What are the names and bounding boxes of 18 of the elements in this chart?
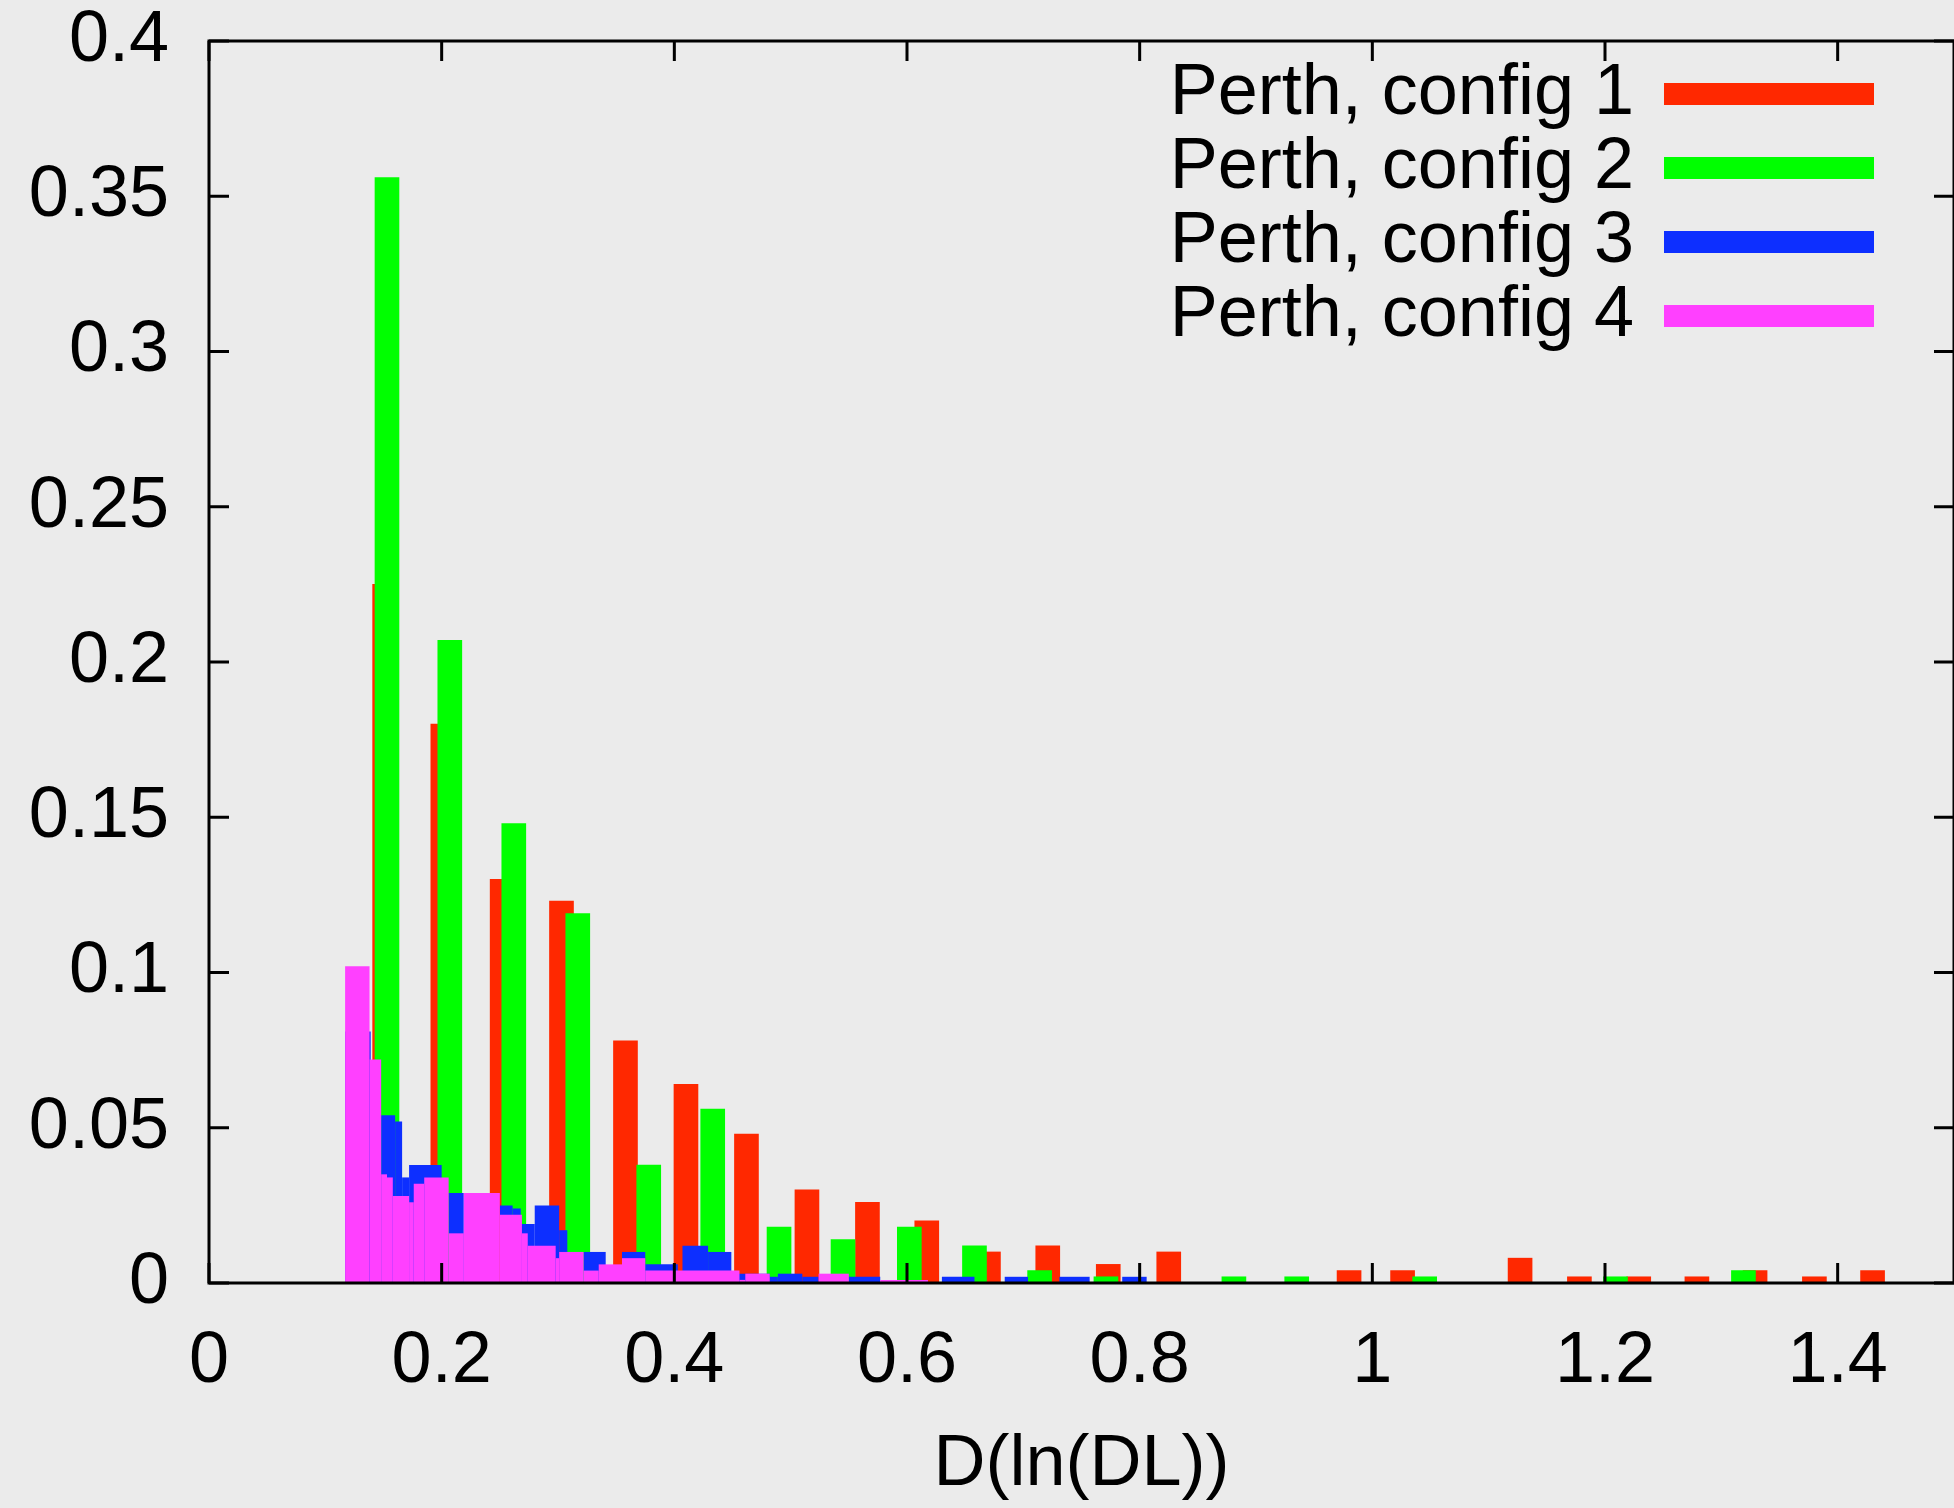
y-tick-label: 0 (128, 1237, 169, 1318)
y-tick-label: 0.4 (68, 0, 169, 76)
x-tick-label: 0.4 (624, 1317, 725, 1398)
x-tick-label: 0.6 (856, 1317, 958, 1398)
y-tick-label: 0.15 (28, 772, 169, 853)
x-tick-label: 0.2 (391, 1317, 492, 1398)
y-tick-label: 0.25 (28, 461, 169, 542)
x-tick-label: 1 (1352, 1317, 1393, 1398)
x-axis-title: D(ln(DL)) (933, 1419, 1230, 1500)
y-tick-label: 0.35 (28, 151, 169, 232)
y-tick-label: 0.1 (68, 927, 169, 1008)
y-tick-label: 0.2 (68, 616, 169, 697)
x-tick-label: 1.4 (1787, 1317, 1888, 1398)
y-tick-label: 0.3 (68, 306, 169, 387)
y-tick-label: 0.05 (28, 1082, 169, 1163)
x-tick-label: 0.8 (1089, 1317, 1190, 1398)
x-tick-label: 1.2 (1554, 1317, 1656, 1398)
x-tick-label: 0 (188, 1317, 230, 1398)
